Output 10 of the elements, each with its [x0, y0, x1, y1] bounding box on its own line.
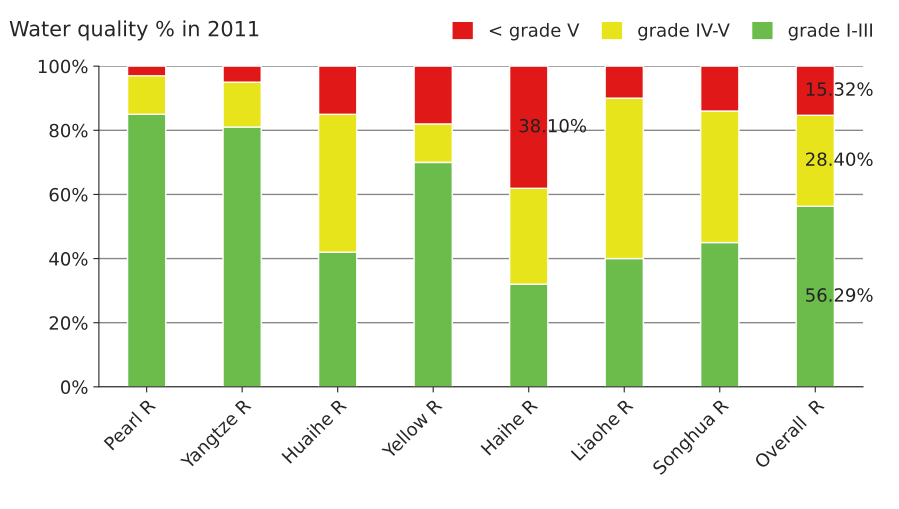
y-tick-label: 20% — [50, 316, 88, 330]
y-tick-label: 80% — [50, 124, 88, 138]
y-tick-label: 40% — [49, 252, 88, 266]
y-tick-label: 100% — [38, 60, 88, 74]
y-tick-label: 0% — [61, 380, 88, 394]
legend-label: grade IV-V — [638, 22, 730, 40]
y-tick-label: 60% — [50, 188, 88, 202]
chart-title: Water quality % in 2011 — [10, 20, 258, 41]
legend-label: < grade V — [490, 22, 580, 40]
legend-label: grade I-III — [788, 22, 872, 40]
